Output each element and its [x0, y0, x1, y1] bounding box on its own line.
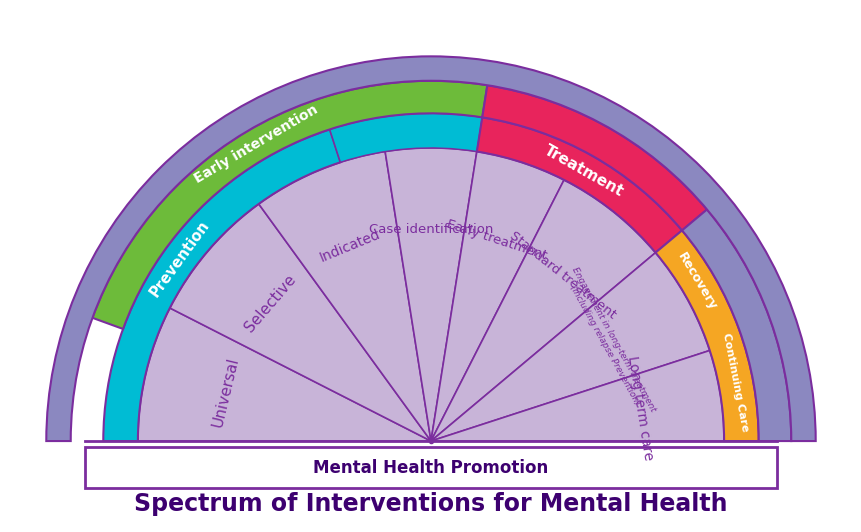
Wedge shape — [138, 308, 430, 441]
Text: Case identification: Case identification — [369, 223, 492, 236]
Text: Long term care: Long term care — [624, 355, 654, 461]
Wedge shape — [430, 152, 563, 441]
Text: Continuing Care: Continuing Care — [721, 331, 749, 432]
Text: Indicated: Indicated — [317, 227, 382, 264]
Wedge shape — [103, 129, 340, 441]
Text: Universal: Universal — [209, 355, 240, 428]
Text: Recovery: Recovery — [674, 250, 719, 312]
Wedge shape — [681, 210, 790, 441]
Wedge shape — [385, 148, 476, 441]
Wedge shape — [654, 230, 758, 441]
Text: Early intervention: Early intervention — [192, 103, 320, 187]
Text: Prevention: Prevention — [147, 218, 213, 300]
Text: Mental Health Promotion: Mental Health Promotion — [313, 459, 548, 477]
Text: Treatment: Treatment — [541, 143, 626, 200]
Text: Early treatment: Early treatment — [444, 218, 548, 262]
Wedge shape — [170, 204, 430, 441]
Wedge shape — [330, 113, 481, 162]
Text: Standard treatment: Standard treatment — [506, 229, 617, 321]
Text: Spectrum of Interventions for Mental Health: Spectrum of Interventions for Mental Hea… — [134, 492, 727, 516]
Wedge shape — [92, 81, 486, 329]
Text: Engagement in long-term treatment
(including relapse Prevention): Engagement in long-term treatment (inclu… — [561, 266, 656, 419]
Wedge shape — [258, 152, 430, 441]
Wedge shape — [476, 118, 681, 253]
Wedge shape — [430, 180, 654, 441]
FancyBboxPatch shape — [85, 447, 776, 488]
Wedge shape — [481, 85, 706, 230]
Wedge shape — [430, 351, 723, 441]
Wedge shape — [46, 56, 815, 441]
Wedge shape — [430, 253, 709, 441]
Text: Selective: Selective — [241, 272, 298, 335]
